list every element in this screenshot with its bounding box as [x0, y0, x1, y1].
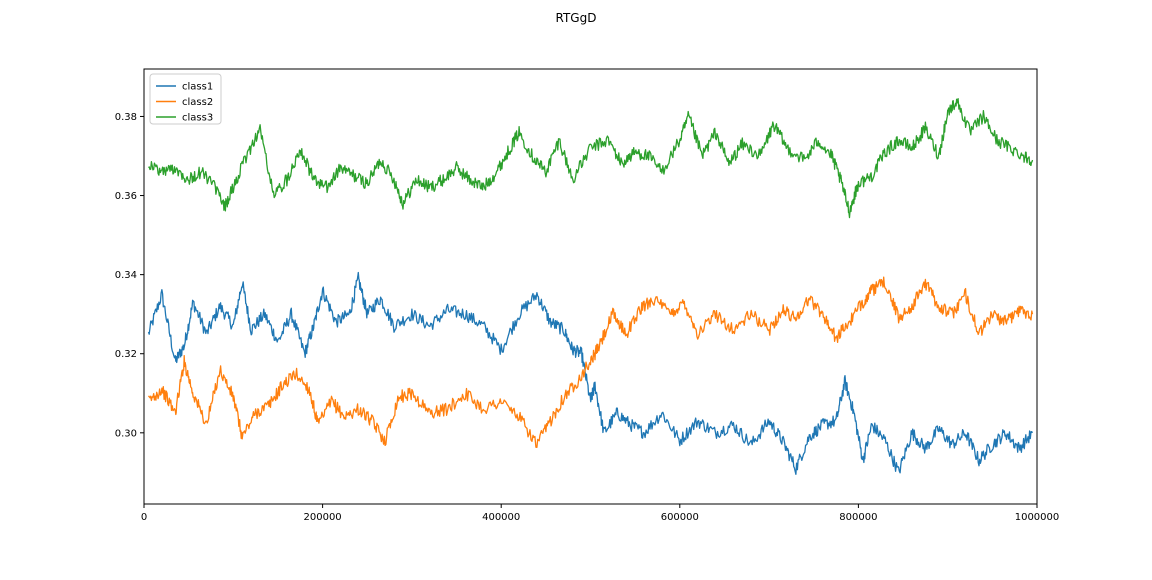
x-axis: 0 200000 400000 600000 800000 1000000: [141, 504, 1059, 523]
series-line-class2: [147, 276, 1034, 449]
legend: class1 class2 class3: [149, 73, 222, 125]
series-layer: [147, 97, 1034, 475]
y-tick-label: 0.38: [115, 112, 137, 123]
x-tick-label: 800000: [839, 512, 877, 523]
x-tick-label: 200000: [304, 512, 342, 523]
plot-frame: [143, 68, 1038, 505]
series-line-class3: [148, 97, 1034, 219]
series-line-class1: [147, 271, 1034, 475]
x-tick-label: 600000: [661, 512, 699, 523]
x-tick-label: 400000: [482, 512, 520, 523]
chart-title: RTGgD: [556, 11, 597, 25]
x-tick-label: 0: [141, 512, 147, 523]
legend-label-class1: class1: [182, 82, 213, 93]
y-tick-label: 0.32: [115, 349, 137, 360]
legend-label-class2: class2: [182, 97, 213, 108]
y-tick-label: 0.30: [115, 428, 137, 439]
y-tick-label: 0.34: [115, 270, 137, 281]
x-tick-label: 1000000: [1015, 512, 1060, 523]
y-tick-label: 0.36: [115, 191, 137, 202]
legend-label-class3: class3: [182, 113, 213, 124]
y-axis: 0.30 0.32 0.34 0.36 0.38: [115, 112, 144, 439]
